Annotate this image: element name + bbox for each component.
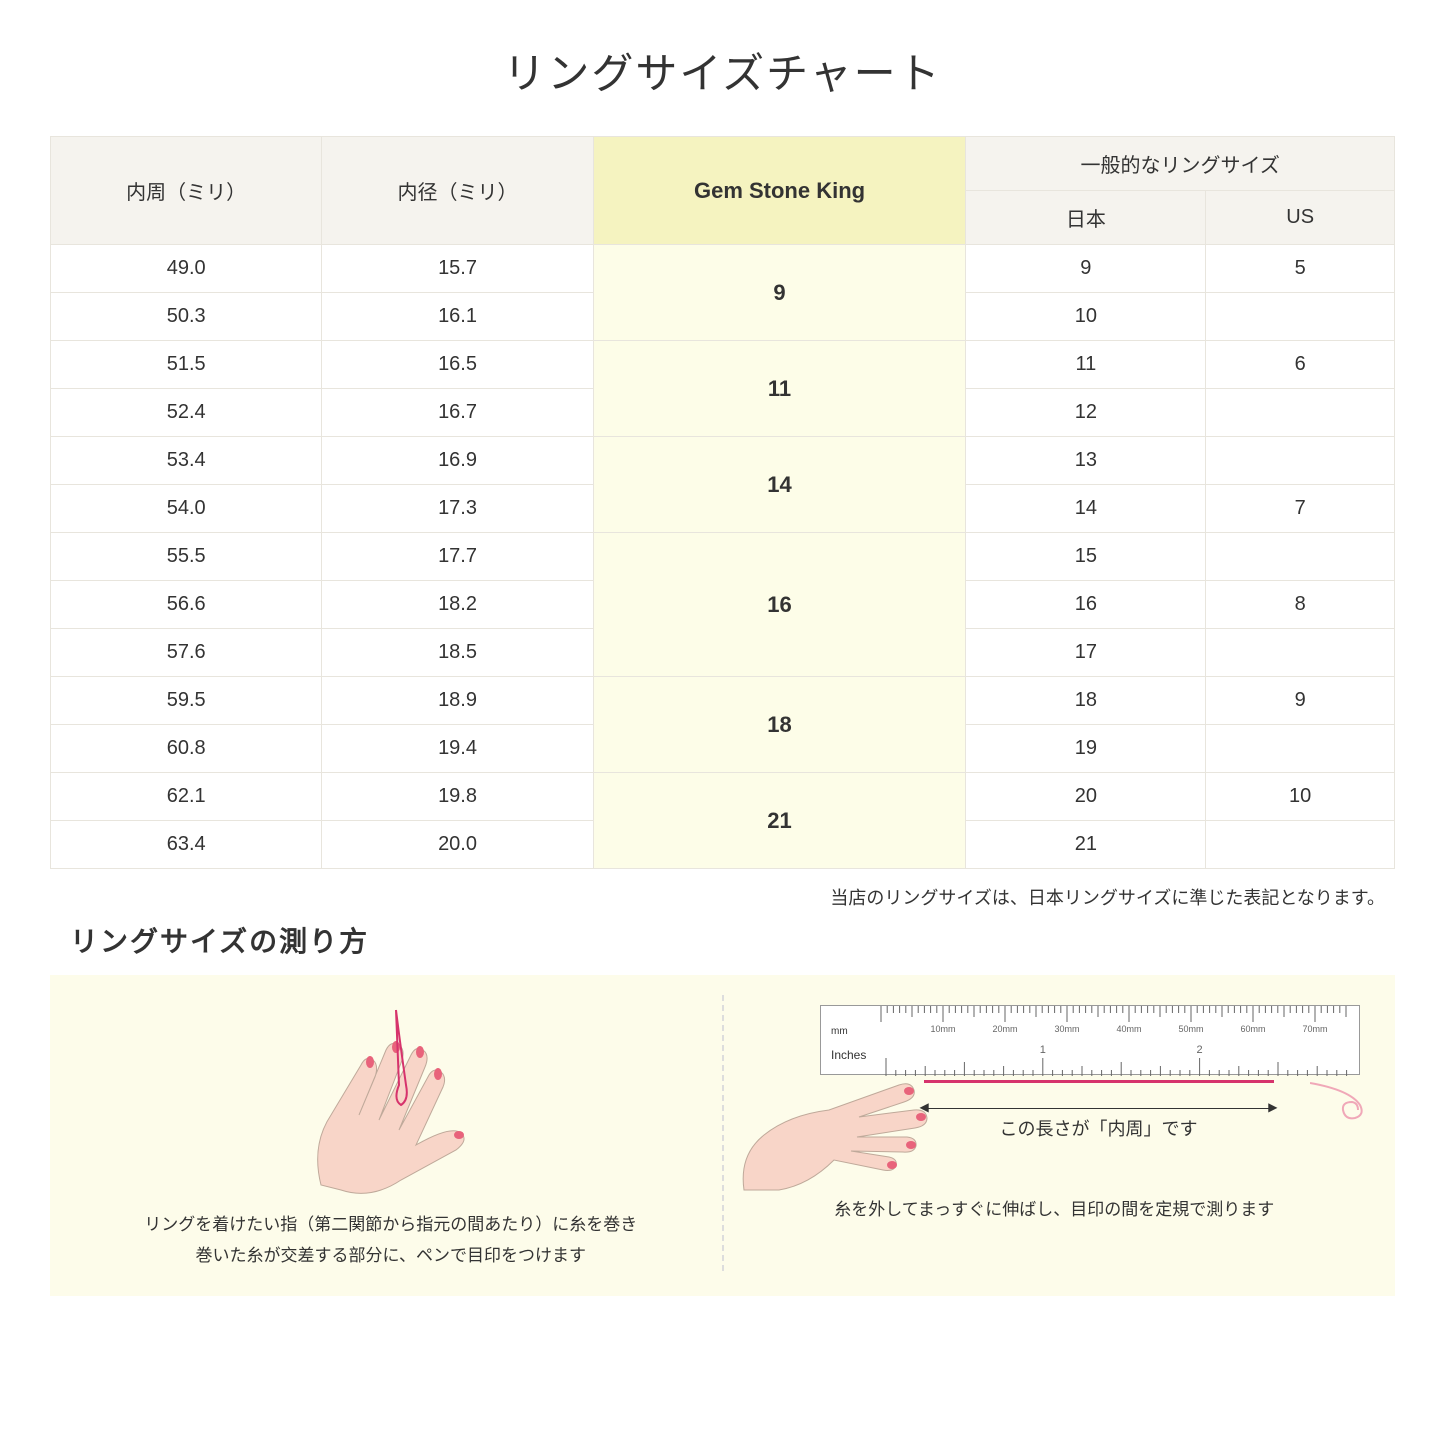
cell-circ: 52.4 bbox=[51, 389, 322, 437]
cell-gsk: 14 bbox=[593, 437, 966, 533]
cell-jp: 18 bbox=[966, 677, 1206, 725]
cell-jp: 10 bbox=[966, 293, 1206, 341]
page-title: リングサイズチャート bbox=[50, 40, 1395, 101]
hand-wrap-icon bbox=[251, 1005, 531, 1195]
instruction-text-2: 糸を外してまっすぐに伸ばし、目印の間を定規で測ります bbox=[749, 1195, 1361, 1226]
instruction-text-1: リングを着けたい指（第二関節から指元の間あたり）に糸を巻き巻いた糸が交差する部分… bbox=[85, 1210, 697, 1271]
cell-us: 6 bbox=[1206, 341, 1395, 389]
header-general: 一般的なリングサイズ bbox=[966, 137, 1395, 191]
cell-dia: 19.8 bbox=[322, 773, 593, 821]
svg-text:2: 2 bbox=[1197, 1044, 1203, 1056]
cell-us: 9 bbox=[1206, 677, 1395, 725]
svg-text:10mm: 10mm bbox=[930, 1024, 955, 1034]
table-row: 53.416.91413 bbox=[51, 437, 1395, 485]
cell-dia: 19.4 bbox=[322, 725, 593, 773]
cell-us bbox=[1206, 533, 1395, 581]
cell-gsk: 16 bbox=[593, 533, 966, 677]
cell-us bbox=[1206, 389, 1395, 437]
cell-dia: 20.0 bbox=[322, 821, 593, 869]
cell-circ: 60.8 bbox=[51, 725, 322, 773]
cell-dia: 16.9 bbox=[322, 437, 593, 485]
header-circumference: 内周（ミリ） bbox=[51, 137, 322, 245]
svg-text:50mm: 50mm bbox=[1178, 1024, 1203, 1034]
cell-circ: 54.0 bbox=[51, 485, 322, 533]
cell-circ: 59.5 bbox=[51, 677, 322, 725]
cell-jp: 21 bbox=[966, 821, 1206, 869]
cell-us bbox=[1206, 629, 1395, 677]
cell-dia: 18.5 bbox=[322, 629, 593, 677]
cell-jp: 17 bbox=[966, 629, 1206, 677]
cell-jp: 13 bbox=[966, 437, 1206, 485]
cell-jp: 11 bbox=[966, 341, 1206, 389]
table-row: 55.517.71615 bbox=[51, 533, 1395, 581]
cell-jp: 14 bbox=[966, 485, 1206, 533]
cell-us bbox=[1206, 437, 1395, 485]
cell-jp: 16 bbox=[966, 581, 1206, 629]
ruler-mm-label: mm bbox=[831, 1026, 848, 1037]
table-row: 59.518.918189 bbox=[51, 677, 1395, 725]
cell-dia: 18.9 bbox=[322, 677, 593, 725]
table-row: 51.516.511116 bbox=[51, 341, 1395, 389]
cell-dia: 18.2 bbox=[322, 581, 593, 629]
thread-swirl-icon bbox=[1310, 1070, 1390, 1130]
cell-dia: 17.3 bbox=[322, 485, 593, 533]
cell-us: 5 bbox=[1206, 245, 1395, 293]
cell-jp: 15 bbox=[966, 533, 1206, 581]
svg-text:70mm: 70mm bbox=[1302, 1024, 1327, 1034]
instruction-step-2: 10mm20mm30mm40mm50mm60mm70mm 12 mm Inche… bbox=[724, 995, 1386, 1271]
svg-text:1: 1 bbox=[1040, 1044, 1046, 1056]
cell-circ: 53.4 bbox=[51, 437, 322, 485]
cell-gsk: 9 bbox=[593, 245, 966, 341]
cell-dia: 16.5 bbox=[322, 341, 593, 389]
cell-us bbox=[1206, 725, 1395, 773]
cell-dia: 15.7 bbox=[322, 245, 593, 293]
cell-gsk: 21 bbox=[593, 773, 966, 869]
svg-text:60mm: 60mm bbox=[1240, 1024, 1265, 1034]
cell-us: 10 bbox=[1206, 773, 1395, 821]
svg-text:30mm: 30mm bbox=[1054, 1024, 1079, 1034]
cell-gsk: 18 bbox=[593, 677, 966, 773]
table-row: 62.119.8212010 bbox=[51, 773, 1395, 821]
cell-circ: 57.6 bbox=[51, 629, 322, 677]
hand-hold-icon bbox=[739, 1055, 939, 1195]
svg-text:40mm: 40mm bbox=[1116, 1024, 1141, 1034]
cell-us: 8 bbox=[1206, 581, 1395, 629]
cell-circ: 56.6 bbox=[51, 581, 322, 629]
table-note: 当店のリングサイズは、日本リングサイズに準じた表記となります。 bbox=[50, 884, 1395, 910]
svg-text:20mm: 20mm bbox=[992, 1024, 1017, 1034]
cell-dia: 16.7 bbox=[322, 389, 593, 437]
cell-us bbox=[1206, 821, 1395, 869]
table-row: 49.015.7995 bbox=[51, 245, 1395, 293]
arrow-label: この長さが「内周」です bbox=[924, 1115, 1274, 1141]
ring-size-table: 内周（ミリ） 内径（ミリ） Gem Stone King 一般的なリングサイズ … bbox=[50, 136, 1395, 869]
cell-circ: 49.0 bbox=[51, 245, 322, 293]
cell-jp: 12 bbox=[966, 389, 1206, 437]
cell-dia: 16.1 bbox=[322, 293, 593, 341]
cell-dia: 17.7 bbox=[322, 533, 593, 581]
cell-jp: 9 bbox=[966, 245, 1206, 293]
cell-us: 7 bbox=[1206, 485, 1395, 533]
thread-line bbox=[924, 1080, 1274, 1083]
header-japan: 日本 bbox=[966, 191, 1206, 245]
instruction-step-1: リングを着けたい指（第二関節から指元の間あたり）に糸を巻き巻いた糸が交差する部分… bbox=[60, 995, 722, 1271]
header-gsk: Gem Stone King bbox=[593, 137, 966, 245]
instructions-title: リングサイズの測り方 bbox=[70, 920, 1395, 960]
cell-circ: 55.5 bbox=[51, 533, 322, 581]
header-diameter: 内径（ミリ） bbox=[322, 137, 593, 245]
cell-circ: 50.3 bbox=[51, 293, 322, 341]
cell-jp: 20 bbox=[966, 773, 1206, 821]
cell-circ: 62.1 bbox=[51, 773, 322, 821]
cell-us bbox=[1206, 293, 1395, 341]
cell-circ: 51.5 bbox=[51, 341, 322, 389]
header-us: US bbox=[1206, 191, 1395, 245]
cell-jp: 19 bbox=[966, 725, 1206, 773]
cell-circ: 63.4 bbox=[51, 821, 322, 869]
instructions-container: リングを着けたい指（第二関節から指元の間あたり）に糸を巻き巻いた糸が交差する部分… bbox=[50, 975, 1395, 1296]
cell-gsk: 11 bbox=[593, 341, 966, 437]
